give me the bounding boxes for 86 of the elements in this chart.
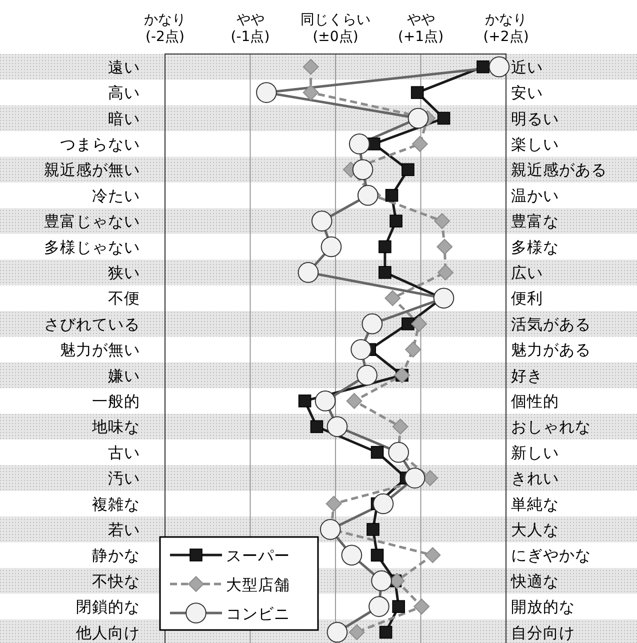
point	[390, 214, 402, 228]
point	[392, 418, 408, 435]
y-tick-label: 閉鎖的な	[76, 598, 140, 616]
y2-tick-label: 単純な	[511, 495, 559, 514]
y-tick-label: 複雑な	[92, 495, 140, 514]
y-tick-label: つまらない	[60, 135, 140, 154]
y-tick-label: 汚い	[108, 470, 140, 488]
y-tick-label: 暗い	[108, 110, 140, 128]
point	[378, 266, 392, 279]
y-tick-label: 地味な	[91, 418, 140, 436]
point	[302, 58, 319, 75]
y2-tick-label: 快適な	[510, 572, 559, 590]
y2-tick-label: 活気がある	[511, 315, 591, 334]
y2-tick-label: 温かい	[511, 186, 559, 205]
y2-tick-label: 魅力がある	[511, 341, 591, 360]
y2-tick-label: 大人な	[511, 520, 559, 539]
point	[346, 393, 362, 409]
y2-tick-label: 近い	[511, 58, 543, 76]
point	[370, 548, 384, 562]
y-tick-label: 不快な	[92, 572, 140, 590]
y-tick-label: 古い	[108, 444, 140, 462]
y2-tick-label: 便利	[511, 290, 543, 308]
y-tick-label: 多様じゃない	[44, 238, 140, 256]
y2-tick-label: 楽しい	[511, 135, 559, 154]
y-tick-label: 狭い	[108, 264, 140, 282]
y-tick-label: 嫌い	[108, 366, 140, 385]
y-tick-label: 高い	[108, 84, 140, 102]
point	[437, 112, 450, 125]
y-tick-label: 冷たい	[92, 186, 140, 205]
y-tick-label: 若い	[108, 520, 140, 539]
y2-tick-label: 新しい	[511, 444, 559, 462]
point	[424, 547, 441, 564]
y2-tick-label: 好き	[511, 366, 543, 385]
point	[370, 446, 384, 459]
y-tick-label: 静かな	[92, 546, 140, 565]
point	[385, 188, 398, 202]
point	[310, 420, 324, 434]
point	[434, 213, 450, 229]
y-tick-label: 魅力が無い	[60, 341, 140, 360]
y-tick-label: 親近感が無い	[44, 161, 140, 180]
point	[410, 86, 424, 99]
point	[411, 316, 427, 332]
point	[379, 626, 392, 639]
y2-tick-label: 開放的な	[511, 598, 575, 616]
y-tick-label: 不便	[108, 290, 140, 308]
point	[298, 394, 312, 408]
y2-tick-label: 安い	[511, 84, 543, 102]
legend-label: 大型店舗	[226, 576, 290, 594]
y-tick-label: 一般的	[92, 392, 140, 410]
y2-tick-label: きれい	[511, 470, 559, 488]
y2-tick-label: おしゃれな	[511, 418, 591, 436]
point	[302, 84, 319, 100]
point	[378, 240, 392, 254]
y2-tick-label: 自分向け	[511, 624, 575, 642]
y2-tick-label: 明るい	[511, 110, 559, 128]
x-tick-label: かなり (+2点)	[483, 12, 529, 45]
y-tick-label: さびれている	[44, 315, 140, 334]
y2-tick-label: 親近感がある	[511, 161, 607, 180]
y-tick-label: 豊富じゃない	[44, 212, 140, 231]
x-tick-label: やや (-1点)	[230, 12, 270, 45]
y-tick-label: 他人向け	[76, 624, 140, 642]
point	[348, 624, 365, 640]
x-tick-label: 同じくらい (±0点)	[300, 12, 370, 45]
point	[384, 290, 401, 306]
point	[402, 163, 414, 176]
point	[402, 317, 414, 330]
point	[366, 523, 380, 536]
point	[414, 598, 430, 614]
point	[326, 496, 342, 512]
point	[476, 60, 490, 74]
legend-label: スーパー	[226, 547, 290, 565]
point	[438, 264, 454, 280]
y-tick-label: 遠い	[108, 58, 140, 76]
point	[367, 138, 380, 150]
y2-tick-label: 豊富な	[511, 212, 559, 231]
legend-label: コンビニ	[226, 605, 290, 623]
x-tick-label: やや (+1点)	[398, 12, 444, 45]
x-tick-label: かなり (-2点)	[144, 12, 186, 45]
point	[436, 238, 453, 255]
point	[405, 342, 422, 358]
y2-tick-label: 個性的	[511, 392, 559, 410]
y2-tick-label: にぎやかな	[511, 546, 591, 565]
y2-tick-label: 多様な	[511, 238, 559, 256]
point	[412, 136, 428, 152]
point	[392, 600, 405, 613]
y2-tick-label: 広い	[511, 264, 543, 282]
